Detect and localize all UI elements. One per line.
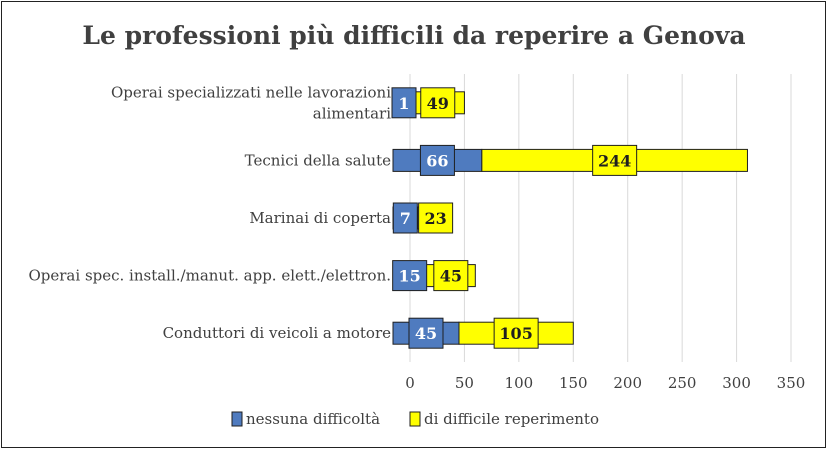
grid-lines [409, 74, 792, 362]
data-label-nessuna-difficolta: 15 [399, 267, 421, 286]
data-label-di-difficile-reperimento-box [592, 144, 638, 176]
data-label-nessuna-difficolta-box [391, 87, 417, 119]
legend-swatch [409, 411, 421, 427]
legend-label: nessuna difficoltà [246, 410, 380, 428]
x-tick-label: 200 [613, 374, 642, 392]
x-tick-label: 150 [559, 374, 588, 392]
category-labels: Operai specializzati nelle lavorazioni al… [28, 83, 391, 342]
data-label-di-difficile-reperimento: 244 [598, 151, 631, 170]
data-label-di-difficile-reperimento-box [433, 260, 469, 292]
legend: nessuna difficoltà di difficile reperimen… [231, 410, 599, 428]
x-tick-label: 250 [668, 374, 697, 392]
bars: 1 49 66 244 7 23 15 45 45 105 [391, 87, 748, 349]
data-label-nessuna-difficolta: 66 [426, 151, 448, 170]
category-label: Conduttori di veicoli a motore [163, 324, 392, 342]
data-label-nessuna-difficolta: 45 [415, 324, 437, 343]
data-label-nessuna-difficolta: 1 [398, 94, 409, 113]
category-label: Operai spec. install./manut. app. elett.… [28, 267, 391, 285]
data-label-nessuna-difficolta-box [392, 202, 418, 234]
data-label-di-difficile-reperimento: 23 [424, 209, 446, 228]
data-label-nessuna-difficolta-box [408, 317, 444, 349]
x-axis-ticks: 0 50 100 150 200 250 300 350 [405, 374, 805, 392]
legend-label: di difficile reperimento [424, 410, 599, 428]
data-label-di-difficile-reperimento: 105 [499, 324, 532, 343]
data-label-di-difficile-reperimento-box [418, 202, 454, 234]
data-label-nessuna-difficolta: 7 [400, 209, 411, 228]
x-tick-label: 350 [777, 374, 806, 392]
chart-title: Le professioni più difficili da reperire… [82, 21, 745, 50]
x-tick-label: 300 [722, 374, 751, 392]
x-tick-label: 0 [405, 374, 415, 392]
x-tick-label: 100 [505, 374, 534, 392]
legend-swatch [231, 411, 243, 427]
category-label: Tecnici della salute [245, 151, 391, 169]
data-label-di-difficile-reperimento-box [420, 87, 456, 119]
data-label-nessuna-difficolta-box [392, 260, 428, 292]
category-label: Marinai di coperta [249, 209, 391, 227]
category-label: Operai specializzati nelle lavorazioni al… [111, 83, 391, 122]
x-tick-label: 50 [455, 374, 474, 392]
data-label-nessuna-difficolta-box [419, 144, 455, 176]
data-label-di-difficile-reperimento-box [493, 317, 539, 349]
data-label-di-difficile-reperimento: 49 [427, 94, 449, 113]
data-label-di-difficile-reperimento: 45 [440, 267, 462, 286]
